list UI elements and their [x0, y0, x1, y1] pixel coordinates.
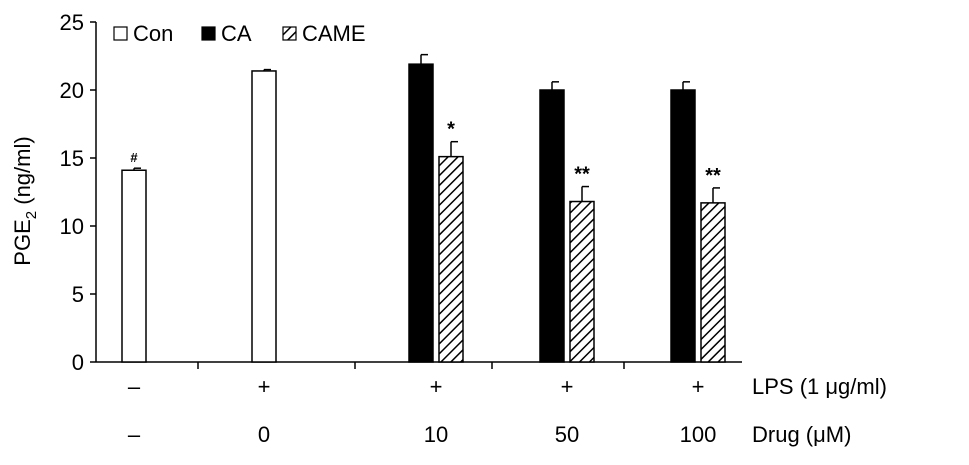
bars-layer: #*** **	[121, 53, 726, 363]
drug-value: 0	[258, 422, 270, 447]
axes: 0 5 10 15 20 25	[60, 10, 742, 375]
bar-ca	[670, 89, 696, 363]
bar-con	[121, 169, 147, 363]
significance-marker: *	[447, 119, 455, 141]
svg-text:PGE2 (ng/ml): PGE2 (ng/ml)	[10, 136, 40, 265]
bar-ca	[539, 89, 565, 363]
bar-came	[569, 200, 595, 363]
lps-value: +	[430, 374, 443, 399]
y-tick-label: 15	[60, 146, 84, 171]
drug-value: 100	[680, 422, 717, 447]
legend-label-ca: CA	[221, 21, 252, 46]
legend: Con CA CAME	[113, 21, 366, 46]
condition-rows: – – +0 +10 +50 +100	[128, 374, 716, 447]
drug-row-label: Drug (μM)	[752, 422, 851, 447]
lps-value: +	[258, 374, 271, 399]
y-tick-label: 20	[60, 78, 84, 103]
y-tick-label: 10	[60, 214, 84, 239]
lps-value: –	[128, 374, 141, 399]
bar-came	[438, 155, 464, 363]
y-axis-title-unit: (ng/ml)	[10, 136, 35, 211]
lps-value: +	[692, 374, 705, 399]
legend-label-came: CAME	[302, 21, 366, 46]
legend-label-con: Con	[133, 21, 173, 46]
significance-marker: **	[574, 164, 590, 186]
bar-con	[251, 70, 277, 363]
legend-swatch-ca	[201, 26, 216, 41]
drug-value: –	[128, 422, 141, 447]
drug-value: 10	[424, 422, 448, 447]
y-tick-label: 0	[72, 350, 84, 375]
y-tick-label: 5	[72, 282, 84, 307]
y-tick-label: 25	[60, 10, 84, 35]
legend-swatch-came	[282, 26, 297, 41]
bar-ca	[408, 63, 434, 363]
y-axis-title: PGE2 (ng/ml)	[10, 136, 40, 265]
y-axis-title-subscript: 2	[23, 211, 40, 219]
bar-came	[700, 202, 726, 363]
legend-swatch-con	[113, 26, 128, 41]
significance-marker: **	[705, 165, 721, 187]
lps-value: +	[561, 374, 574, 399]
significance-marker: #	[130, 150, 138, 165]
drug-value: 50	[555, 422, 579, 447]
y-axis-title-main: PGE	[10, 219, 35, 265]
lps-row-label: LPS (1 μg/ml)	[752, 374, 887, 399]
